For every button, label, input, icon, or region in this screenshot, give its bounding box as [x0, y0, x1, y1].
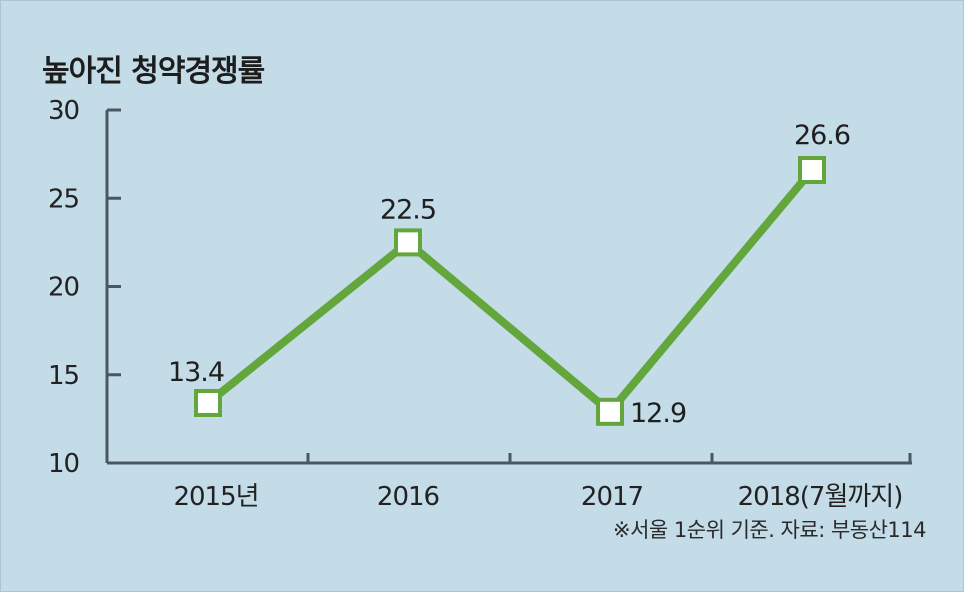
y-tick-label: 10	[48, 449, 79, 479]
source-note: ※서울 1순위 기준. 자료: 부동산114	[612, 518, 927, 542]
y-tick-label: 30	[48, 96, 79, 126]
data-label: 26.6	[794, 120, 850, 151]
y-tick-label: 20	[48, 273, 79, 303]
x-tick-label: 2017	[581, 482, 643, 512]
series-line	[204, 166, 816, 416]
chart-title: 높아진 청약경쟁률	[42, 54, 265, 89]
data-point-marker	[194, 388, 222, 417]
y-axis-ticks: 10 15 20 25 30	[48, 96, 121, 479]
data-label: 12.9	[630, 398, 686, 429]
axes	[105, 110, 912, 465]
y-tick-label: 25	[48, 184, 79, 214]
x-tick-label: 2015년	[173, 482, 258, 512]
series-line-group	[204, 166, 816, 416]
data-label: 13.4	[168, 357, 224, 388]
data-point-marker	[798, 156, 826, 185]
data-point-marker	[596, 397, 624, 426]
marker-group	[194, 156, 826, 426]
x-axis-ticks: 2015년 2016 2017 2018(7월까지)	[173, 453, 912, 512]
data-label-group: 13.4 22.5 12.9 26.6	[168, 120, 851, 429]
data-label: 22.5	[380, 194, 436, 225]
x-tick-label: 2016	[377, 482, 439, 512]
data-point-marker	[394, 228, 422, 257]
x-tick-label: 2018(7월까지)	[738, 482, 903, 512]
y-tick-label: 15	[48, 361, 79, 391]
